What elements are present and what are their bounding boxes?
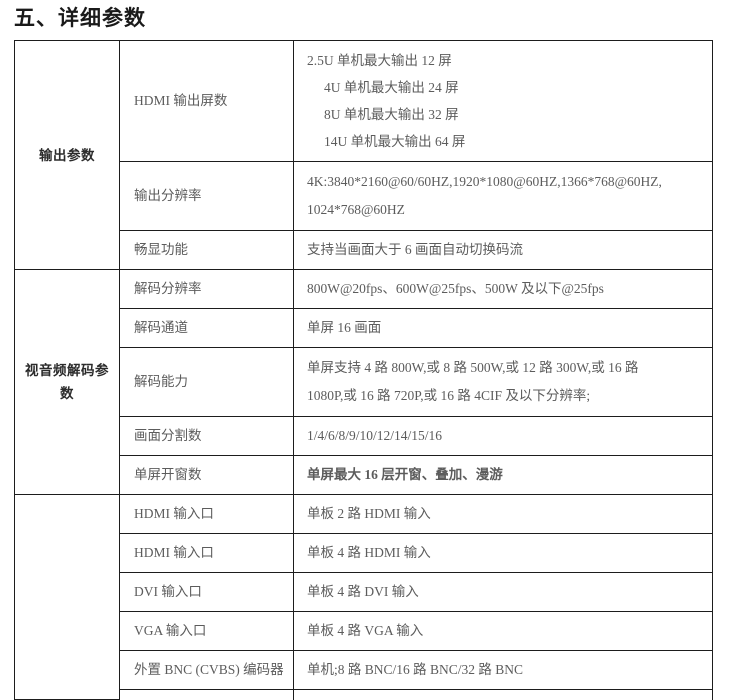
value-line: 单屏支持 4 路 800W,或 8 路 500W,或 12 路 300W,或 1…: [307, 360, 639, 375]
value-line: 1080P,或 16 路 720P,或 16 路 4CIF 及以下分辨率;: [307, 388, 591, 403]
table-row: HDMI 输入口 单板 2 路 HDMI 输入: [14, 494, 713, 700]
table-row-clipped: [15, 689, 713, 700]
detailed-parameters-table: 输出参数 HDMI 输出屏数 2.5U 单机最大输出 12 屏 4U 单机最大输…: [14, 40, 713, 700]
parameter-value-cell: [293, 689, 713, 700]
table-row: 解码能力 单屏支持 4 路 800W,或 8 路 500W,或 12 路 300…: [15, 347, 713, 417]
table-row: 解码通道 单屏 16 画面: [15, 308, 713, 348]
parameter-value-cell: 单机;8 路 BNC/16 路 BNC/32 路 BNC: [293, 650, 713, 690]
parameter-name-cell: 单屏开窗数: [119, 455, 294, 495]
parameter-value-cell: 4K:3840*2160@60/60HZ,1920*1080@60HZ,1366…: [293, 161, 713, 231]
value-line: 8U 单机最大输出 32 屏: [324, 107, 459, 122]
spec-document-page: 五、详细参数 输出参数 HDMI 输出屏数 2.5U 单机最大输出 12 屏 4…: [14, 6, 713, 700]
parameter-name-cell: HDMI 输入口: [119, 494, 294, 534]
parameter-name-cell: 解码通道: [119, 308, 294, 348]
parameter-value-cell: 1/4/6/8/9/10/12/14/15/16: [293, 416, 713, 456]
parameter-value-cell: 单屏最大 16 层开窗、叠加、漫游: [293, 455, 713, 495]
group-label-cell: 输出参数: [14, 40, 120, 270]
parameter-name-cell: 畅显功能: [119, 230, 294, 270]
page-title: 五、详细参数: [14, 6, 146, 30]
value-line-stack: 2.5U 单机最大输出 12 屏 4U 单机最大输出 24 屏 8U 单机最大输…: [307, 47, 702, 155]
parameter-name-cell: HDMI 输入口: [119, 533, 294, 573]
table-row: 输出分辨率 4K:3840*2160@60/60HZ,1920*1080@60H…: [15, 161, 713, 231]
table-row: 单屏开窗数 单屏最大 16 层开窗、叠加、漫游: [15, 455, 713, 495]
parameter-value-cell: 800W@20fps、600W@25fps、500W 及以下@25fps: [293, 269, 713, 309]
parameter-name-cell: [119, 689, 294, 700]
parameter-value-cell: 支持当画面大于 6 画面自动切换码流: [293, 230, 713, 270]
parameter-value-cell: 单板 4 路 VGA 输入: [293, 611, 713, 651]
parameter-value-cell: 单板 2 路 HDMI 输入: [293, 494, 713, 534]
table-row: 输出参数 HDMI 输出屏数 2.5U 单机最大输出 12 屏 4U 单机最大输…: [14, 40, 713, 270]
parameter-value-cell: 单屏支持 4 路 800W,或 8 路 500W,或 12 路 300W,或 1…: [293, 347, 713, 417]
group-label-cell: [14, 494, 120, 700]
value-line: 4K:3840*2160@60/60HZ,1920*1080@60HZ,1366…: [307, 174, 662, 189]
parameter-value-cell: 单板 4 路 HDMI 输入: [293, 533, 713, 573]
parameter-name-cell: DVI 输入口: [119, 572, 294, 612]
parameter-name-cell: 外置 BNC (CVBS) 编码器: [119, 650, 294, 690]
table-body: 输出参数 HDMI 输出屏数 2.5U 单机最大输出 12 屏 4U 单机最大输…: [14, 40, 713, 700]
table-row: 畅显功能 支持当画面大于 6 画面自动切换码流: [15, 230, 713, 270]
value-line: 14U 单机最大输出 64 屏: [324, 134, 466, 149]
table-row: 画面分割数 1/4/6/8/9/10/12/14/15/16: [15, 416, 713, 456]
parameter-value-cell: 2.5U 单机最大输出 12 屏 4U 单机最大输出 24 屏 8U 单机最大输…: [293, 40, 713, 162]
group-label-cell: 视音频解码参数: [14, 269, 120, 495]
value-line: 2.5U 单机最大输出 12 屏: [307, 53, 452, 68]
table-row: 视音频解码参数 解码分辨率 800W@20fps、600W@25fps、500W…: [14, 269, 713, 495]
parameter-name-cell: VGA 输入口: [119, 611, 294, 651]
parameter-name-cell: 解码能力: [119, 347, 294, 417]
parameter-name-cell: 解码分辨率: [119, 269, 294, 309]
table-row: VGA 输入口 单板 4 路 VGA 输入: [15, 611, 713, 651]
table-row: 外置 BNC (CVBS) 编码器 单机;8 路 BNC/16 路 BNC/32…: [15, 650, 713, 690]
parameter-name-cell: HDMI 输出屏数: [119, 40, 294, 162]
value-line: 4U 单机最大输出 24 屏: [324, 80, 459, 95]
parameter-value-cell: 单板 4 路 DVI 输入: [293, 572, 713, 612]
parameter-value-cell: 单屏 16 画面: [293, 308, 713, 348]
parameter-name-cell: 输出分辨率: [119, 161, 294, 231]
table-row: HDMI 输入口 单板 4 路 HDMI 输入: [15, 533, 713, 573]
value-line: 1024*768@60HZ: [307, 202, 405, 217]
parameter-name-cell: 画面分割数: [119, 416, 294, 456]
table-row: DVI 输入口 单板 4 路 DVI 输入: [15, 572, 713, 612]
